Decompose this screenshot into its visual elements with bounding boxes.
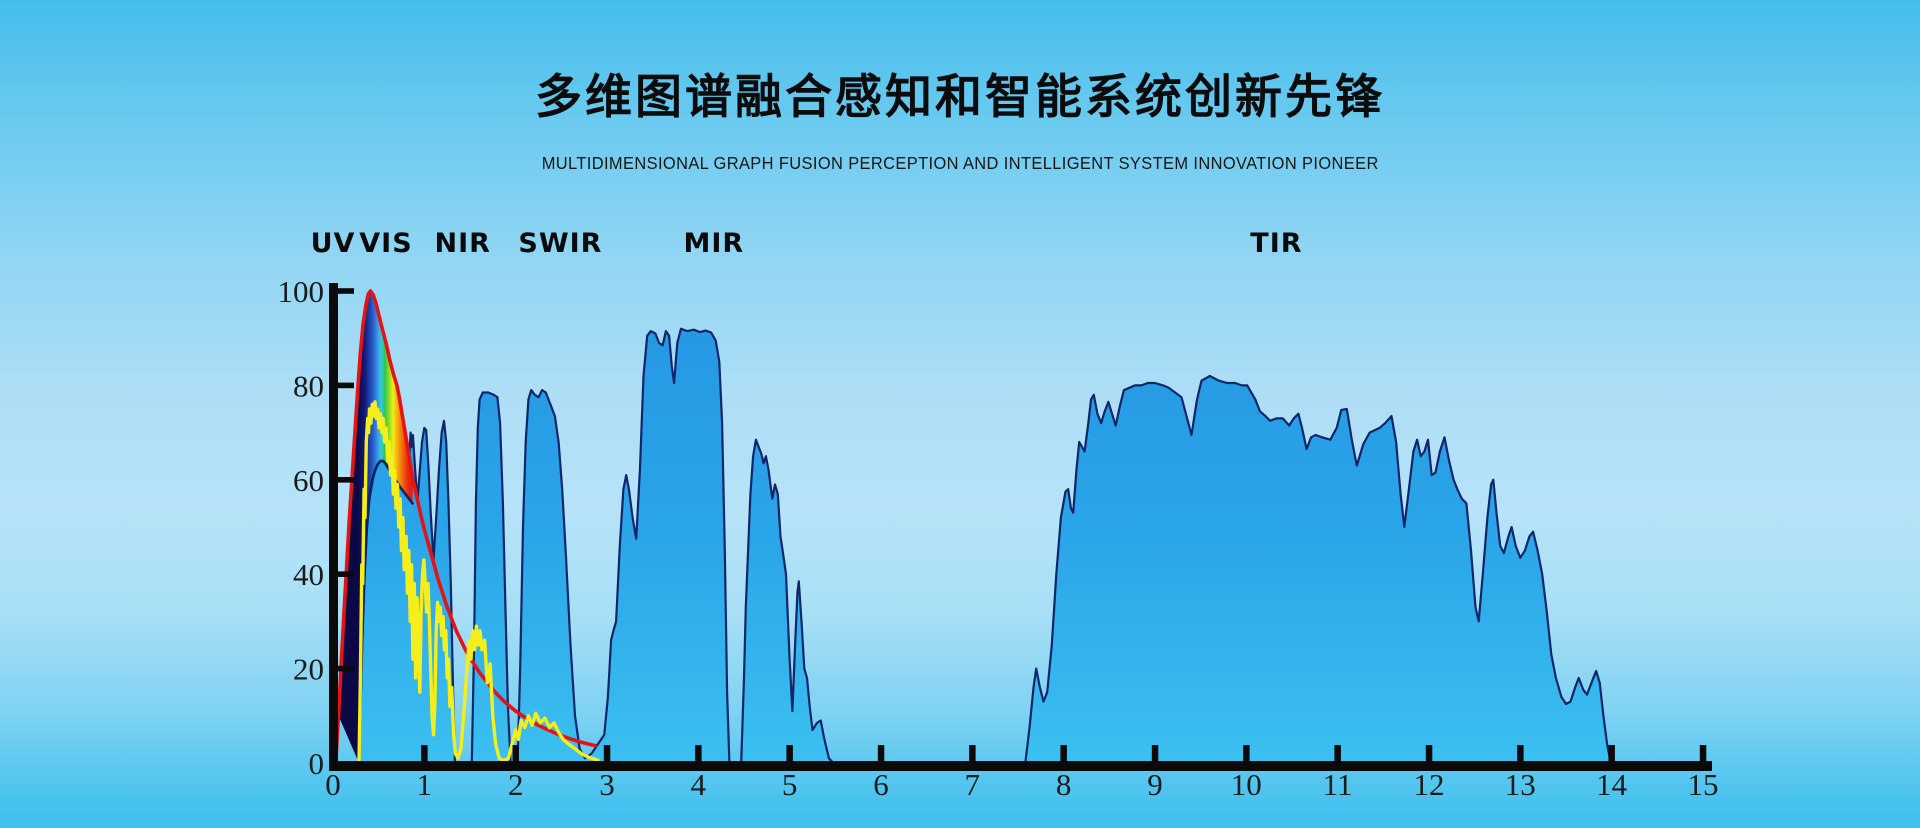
y-tick-80 xyxy=(338,382,354,389)
band-label-nir: NIR xyxy=(434,228,491,259)
x-tick-10 xyxy=(1243,745,1250,761)
band-label-uv: UV xyxy=(310,228,356,259)
x-tick-3 xyxy=(603,745,611,761)
band-label-tir: TIR xyxy=(1250,228,1303,259)
x-tick-12 xyxy=(1425,745,1433,761)
subtitle-wrap: MULTIDIMENSIONAL GRAPH FUSION PERCEPTION… xyxy=(0,153,1920,174)
x-tick-2 xyxy=(512,745,519,761)
x-tick-label-15: 15 xyxy=(1688,767,1719,802)
y-tick-label-80: 80 xyxy=(293,368,324,403)
x-tick-label-5: 5 xyxy=(782,767,798,802)
transmission-windows-area xyxy=(357,327,1612,765)
x-tick-8 xyxy=(1060,745,1067,761)
x-tick-label-9: 9 xyxy=(1147,767,1163,802)
x-tick-13 xyxy=(1517,745,1524,761)
y-tick-40 xyxy=(338,571,354,577)
band-label-swir: SWIR xyxy=(518,228,603,259)
x-tick-6 xyxy=(877,745,885,761)
x-tick-label-2: 2 xyxy=(508,767,524,802)
x-tick-label-4: 4 xyxy=(691,767,707,802)
x-tick-4 xyxy=(695,745,702,761)
x-tick-15 xyxy=(1699,745,1707,761)
solar-envelope-curve xyxy=(333,289,597,765)
band-label-vis: VIS xyxy=(359,228,413,259)
x-tick-label-14: 14 xyxy=(1596,767,1628,802)
x-tick-label-8: 8 xyxy=(1056,767,1072,802)
x-tick-label-3: 3 xyxy=(599,767,615,802)
y-axis-line xyxy=(329,283,338,771)
x-tick-7 xyxy=(969,745,976,761)
x-tick-9 xyxy=(1151,745,1159,761)
x-axis-tick-labels: 0 1 2 3 4 5 6 7 8 9 10 11 12 13 14 15 xyxy=(325,767,1718,802)
x-tick-label-10: 10 xyxy=(1231,767,1262,802)
x-tick-label-0: 0 xyxy=(325,767,341,802)
x-tick-label-1: 1 xyxy=(417,767,433,802)
y-tick-20 xyxy=(338,665,354,672)
x-tick-1 xyxy=(421,745,428,761)
x-axis-line xyxy=(329,761,1712,771)
y-axis-tick-labels: 20 40 60 80 100 0 xyxy=(278,274,325,781)
x-tick-label-13: 13 xyxy=(1505,767,1536,802)
ground-irradiance-curve xyxy=(357,400,600,765)
page-title: 多维图谱融合感知和智能系统创新先锋 xyxy=(535,70,1385,125)
y-tick-label-20: 20 xyxy=(293,652,324,687)
y-tick-label-40: 40 xyxy=(293,557,324,592)
x-tick-11 xyxy=(1334,745,1341,761)
y-tick-60 xyxy=(338,477,354,483)
x-tick-label-12: 12 xyxy=(1414,767,1445,802)
y-tick-100 xyxy=(338,288,354,294)
x-tick-label-11: 11 xyxy=(1323,767,1353,802)
band-label-mir: MIR xyxy=(683,228,745,259)
page-subtitle: MULTIDIMENSIONAL GRAPH FUSION PERCEPTION… xyxy=(541,153,1379,173)
x-tick-label-6: 6 xyxy=(873,767,889,802)
y-tick-label-60: 60 xyxy=(293,463,324,498)
x-tick-14 xyxy=(1608,745,1615,761)
y-tick-label-100: 100 xyxy=(278,274,325,309)
y-tick-label-0: 0 xyxy=(309,746,325,781)
x-tick-label-7: 7 xyxy=(965,767,981,802)
axes xyxy=(329,283,1712,771)
x-tick-5 xyxy=(786,745,793,761)
